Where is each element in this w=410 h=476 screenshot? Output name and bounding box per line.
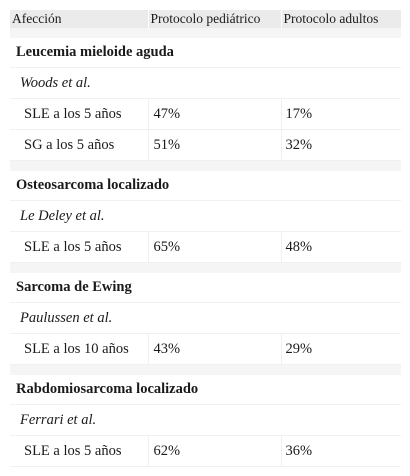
header-condition: Afección xyxy=(10,10,148,28)
table-row: SLE a los 10 años 43% 29% xyxy=(10,333,401,365)
spacer-row xyxy=(10,160,401,171)
metric-label: SLE a los 5 años xyxy=(10,231,148,263)
adult-value: 48% xyxy=(280,231,401,263)
spacer-row xyxy=(10,262,401,273)
study-author: Woods et al. xyxy=(10,67,401,99)
metric-label: SLE a los 5 años xyxy=(10,98,148,130)
pediatric-value: 62% xyxy=(147,435,281,467)
adult-value: 36% xyxy=(280,435,401,467)
group-title: Osteosarcoma localizado xyxy=(10,171,401,201)
group-title: Leucemia mieloide aguda xyxy=(10,38,401,68)
group-row: Rabdomiosarcoma localizado xyxy=(10,375,401,405)
spacer-row xyxy=(10,28,401,38)
pediatric-value: 47% xyxy=(147,98,281,130)
metric-label: SLE a los 5 años xyxy=(10,435,148,467)
table-container: Afección Protocolo pediátrico Protocolo … xyxy=(10,10,401,467)
table-row: SG a los 5 años 51% 32% xyxy=(10,129,401,161)
header-pediatric-protocol: Protocolo pediátrico xyxy=(147,10,281,28)
spacer-cell xyxy=(10,160,401,171)
spacer-row xyxy=(10,364,401,375)
group-row: Leucemia mieloide aguda xyxy=(10,38,401,68)
group-row: Sarcoma de Ewing xyxy=(10,273,401,303)
pediatric-value: 43% xyxy=(147,333,281,365)
table-row: SLE a los 5 años 65% 48% xyxy=(10,231,401,263)
comparison-table: Afección Protocolo pediátrico Protocolo … xyxy=(10,10,401,467)
study-author: Paulussen et al. xyxy=(10,302,401,334)
author-row: Ferrari et al. xyxy=(10,404,401,436)
table-row: SLE a los 5 años 62% 36% xyxy=(10,435,401,467)
author-row: Woods et al. xyxy=(10,67,401,99)
table-header: Afección Protocolo pediátrico Protocolo … xyxy=(10,10,401,28)
spacer-cell xyxy=(10,262,401,273)
adult-value: 32% xyxy=(280,129,401,161)
pediatric-value: 65% xyxy=(147,231,281,263)
author-row: Paulussen et al. xyxy=(10,302,401,334)
study-author: Le Deley et al. xyxy=(10,200,401,232)
header-adult-protocol: Protocolo adultos xyxy=(280,10,401,28)
adult-value: 17% xyxy=(280,98,401,130)
table-row: SLE a los 5 años 47% 17% xyxy=(10,98,401,130)
group-row: Osteosarcoma localizado xyxy=(10,171,401,201)
metric-label: SLE a los 10 años xyxy=(10,333,148,365)
group-title: Sarcoma de Ewing xyxy=(10,273,401,303)
metric-label: SG a los 5 años xyxy=(10,129,148,161)
table-body: Leucemia mieloide aguda Woods et al. SLE… xyxy=(10,28,401,467)
pediatric-value: 51% xyxy=(147,129,281,161)
group-title: Rabdomiosarcoma localizado xyxy=(10,375,401,405)
adult-value: 29% xyxy=(280,333,401,365)
author-row: Le Deley et al. xyxy=(10,200,401,232)
spacer-cell xyxy=(10,364,401,375)
spacer-cell xyxy=(10,28,401,38)
study-author: Ferrari et al. xyxy=(10,404,401,436)
header-row: Afección Protocolo pediátrico Protocolo … xyxy=(10,10,401,28)
